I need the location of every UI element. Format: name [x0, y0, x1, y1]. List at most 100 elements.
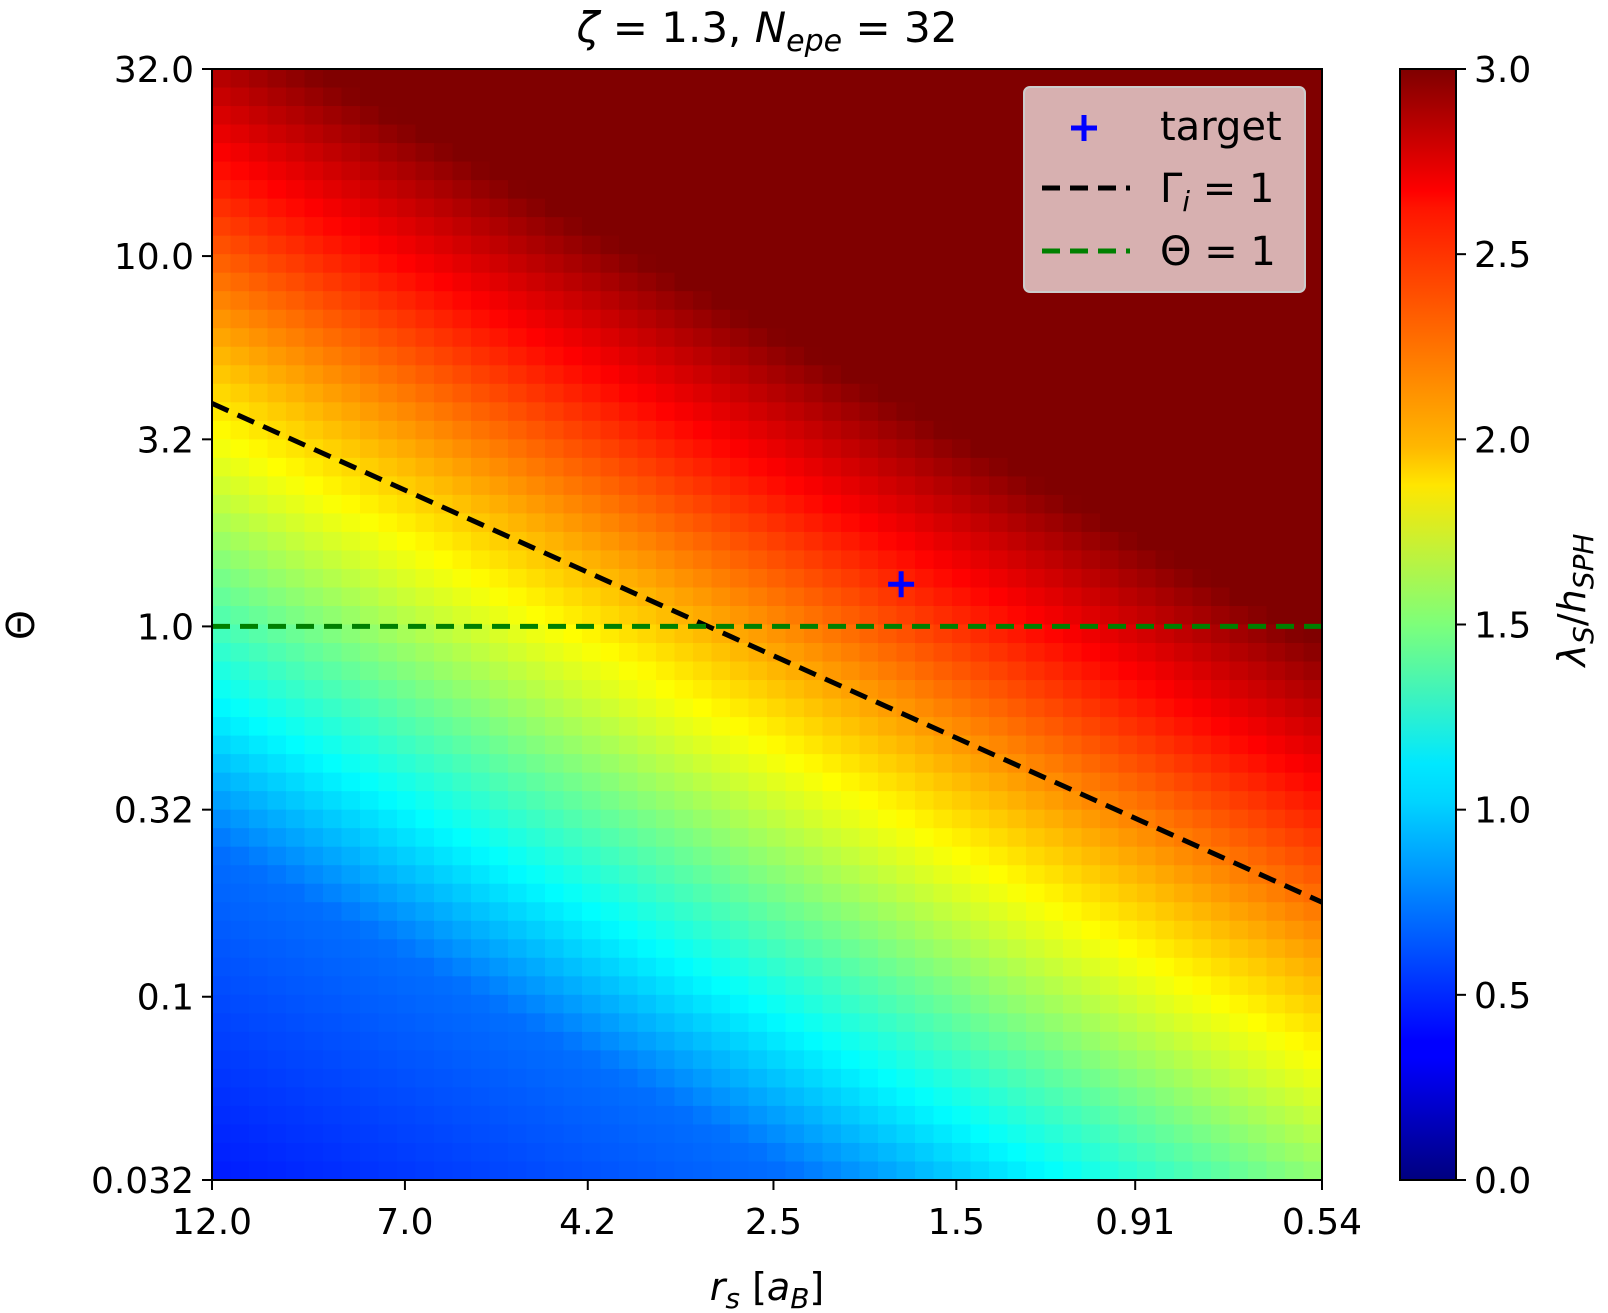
- heatmap-cell: [970, 939, 990, 959]
- heatmap-cell: [1044, 680, 1064, 700]
- heatmap-cell: [674, 217, 694, 237]
- heatmap-cell: [804, 217, 824, 237]
- heatmap-cell: [822, 383, 842, 403]
- heatmap-cell: [378, 957, 398, 977]
- heatmap-cell: [896, 828, 916, 848]
- heatmap-cell: [304, 143, 324, 163]
- heatmap-cell: [323, 1124, 343, 1144]
- heatmap-cell: [378, 198, 398, 218]
- heatmap-cell: [230, 1105, 250, 1126]
- heatmap-cell: [360, 902, 380, 922]
- heatmap-cell: [878, 161, 898, 181]
- heatmap-cell: [859, 661, 879, 681]
- heatmap-cell: [1211, 1031, 1231, 1051]
- heatmap-cell: [1044, 420, 1064, 440]
- heatmap-cell: [434, 420, 454, 440]
- heatmap-cell: [434, 457, 454, 477]
- heatmap-cell: [1192, 439, 1212, 459]
- heatmap-cell: [323, 309, 343, 329]
- heatmap-cell: [1229, 698, 1249, 718]
- heatmap-cell: [378, 846, 398, 866]
- heatmap-cell: [471, 272, 491, 292]
- heatmap-cell: [1081, 365, 1101, 385]
- heatmap-cell: [1229, 383, 1249, 403]
- heatmap-cell: [360, 1105, 380, 1126]
- heatmap-cell: [582, 217, 602, 237]
- heatmap-cell: [859, 939, 879, 959]
- heatmap-cell: [1026, 309, 1046, 329]
- heatmap-cell: [526, 1087, 546, 1107]
- heatmap-cell: [341, 902, 361, 922]
- heatmap-cell: [563, 1031, 583, 1051]
- heatmap-cell: [323, 1087, 343, 1107]
- heatmap-cell: [230, 365, 250, 385]
- heatmap-cell: [915, 587, 935, 607]
- heatmap-cell: [489, 735, 509, 755]
- heatmap-cell: [1248, 754, 1268, 774]
- heatmap-cell: [1118, 309, 1138, 329]
- heatmap-cell: [323, 624, 343, 644]
- heatmap-cell: [341, 754, 361, 774]
- x-tick-label: 7.0: [376, 1202, 433, 1243]
- heatmap-cell: [1137, 754, 1157, 774]
- heatmap-cell: [637, 87, 657, 107]
- heatmap-cell: [952, 698, 972, 718]
- heatmap-cell: [693, 717, 713, 737]
- heatmap-cell: [1248, 568, 1268, 589]
- heatmap-cell: [452, 291, 472, 311]
- heatmap-cell: [1044, 865, 1064, 885]
- heatmap-cell: [582, 235, 602, 255]
- heatmap-cell: [341, 587, 361, 607]
- heatmap-cell: [619, 550, 639, 570]
- heatmap-cell: [915, 180, 935, 200]
- heatmap-cell: [1303, 69, 1322, 89]
- heatmap-cell: [1118, 661, 1138, 681]
- heatmap-cell: [970, 235, 990, 255]
- heatmap-cell: [915, 624, 935, 644]
- heatmap-cell: [1211, 494, 1231, 514]
- heatmap-cell: [1118, 1161, 1138, 1180]
- heatmap-cell: [323, 605, 343, 626]
- y-axis: 32.010.03.21.00.320.10.032: [91, 50, 212, 1202]
- heatmap-cell: [508, 124, 528, 144]
- heatmap-cell: [619, 717, 639, 737]
- heatmap-cell: [267, 383, 287, 403]
- heatmap-cell: [933, 1142, 953, 1163]
- heatmap-cell: [1100, 939, 1120, 959]
- heatmap-cell: [1155, 1161, 1175, 1180]
- heatmap-cell: [563, 161, 583, 181]
- heatmap-cell: [878, 69, 898, 89]
- heatmap-cell: [619, 809, 639, 829]
- heatmap-cell: [212, 383, 232, 403]
- heatmap-cell: [508, 772, 528, 792]
- heatmap-cell: [1137, 476, 1157, 496]
- heatmap-cell: [378, 1087, 398, 1107]
- heatmap-cell: [378, 698, 398, 718]
- heatmap-cell: [693, 939, 713, 959]
- heatmap-cell: [600, 69, 620, 89]
- heatmap-cell: [619, 346, 639, 366]
- heatmap-cell: [989, 346, 1009, 366]
- heatmap-cell: [878, 883, 898, 903]
- heatmap-cell: [1303, 680, 1322, 700]
- heatmap-cell: [360, 994, 380, 1014]
- heatmap-cell: [989, 883, 1009, 903]
- heatmap-cell: [674, 124, 694, 144]
- heatmap-cell: [1174, 643, 1194, 663]
- heatmap-cell: [693, 1050, 713, 1070]
- heatmap-cell: [767, 587, 787, 607]
- heatmap-cell: [1063, 809, 1083, 829]
- heatmap-cell: [378, 791, 398, 811]
- heatmap-cell: [952, 346, 972, 366]
- heatmap-cell: [841, 457, 861, 477]
- heatmap-cell: [1229, 1013, 1249, 1033]
- heatmap-cell: [1081, 1068, 1101, 1089]
- heatmap-cell: [693, 643, 713, 663]
- heatmap-cell: [748, 69, 768, 89]
- heatmap-cell: [1081, 1087, 1101, 1107]
- heatmap-cell: [952, 161, 972, 181]
- heatmap-cell: [230, 235, 250, 255]
- heatmap-cell: [489, 1031, 509, 1051]
- heatmap-cell: [526, 383, 546, 403]
- heatmap-cell: [1118, 735, 1138, 755]
